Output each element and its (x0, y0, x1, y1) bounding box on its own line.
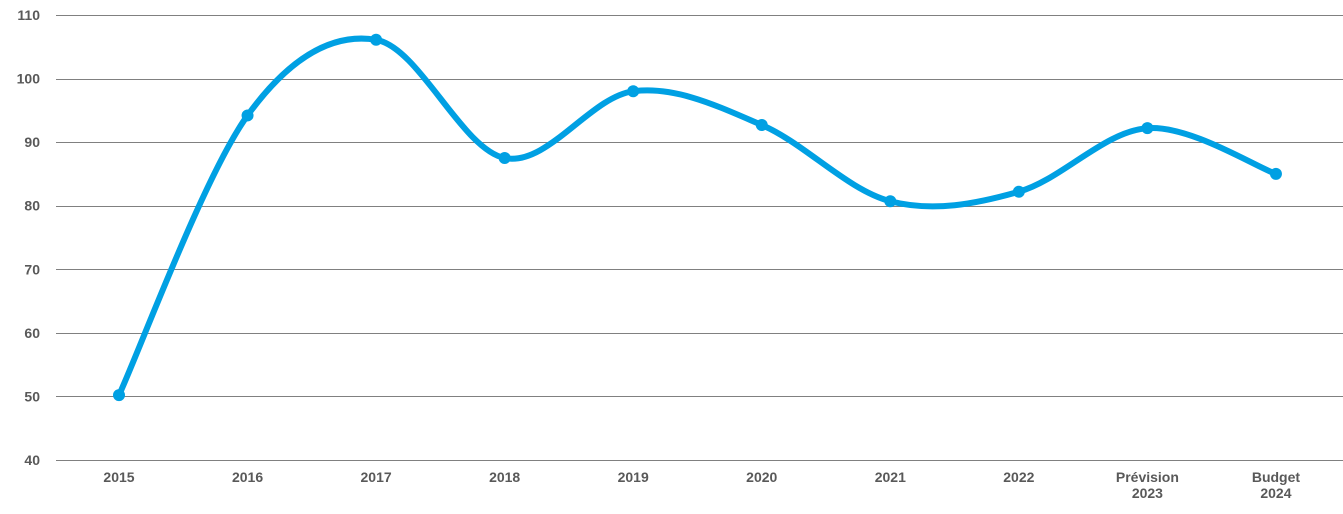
series-layer (116, 35, 1279, 399)
data-point-2021 (884, 195, 897, 208)
data-point-2015 (113, 389, 125, 402)
x-tick-label: 2015 (103, 469, 134, 485)
x-tick-label-line: 2022 (1003, 469, 1034, 485)
x-tick-label: 2017 (361, 469, 392, 485)
data-point-2022 (1012, 185, 1025, 198)
x-tick-label-line: Prévision (1116, 469, 1179, 485)
x-tick-label: Prévision 2023 (1116, 469, 1179, 501)
y-tick-label: 60 (24, 325, 40, 341)
data-point-prévision-2023 (1141, 122, 1154, 135)
x-tick-label-line: 2021 (875, 469, 906, 485)
x-tick-label-line: 2018 (489, 469, 520, 485)
x-tick-label-line: 2019 (618, 469, 649, 485)
gridlines (56, 15, 1343, 461)
y-tick-label: 100 (17, 71, 41, 87)
x-tick-label: 2020 (746, 469, 777, 485)
series-line (116, 35, 1279, 399)
data-point-2019 (627, 85, 640, 98)
data-point-2020 (755, 118, 768, 131)
x-tick-label: 2021 (875, 469, 906, 485)
x-tick-label-line: 2015 (103, 469, 134, 485)
y-axis-ticks: 40 50 60 70 80 90 100 110 (17, 7, 41, 468)
y-tick-label: 110 (17, 7, 40, 23)
data-point-budget-2024 (1269, 167, 1282, 180)
x-tick-label-line: 2020 (746, 469, 777, 485)
x-tick-label: 2022 (1003, 469, 1034, 485)
data-point-2016 (241, 109, 254, 122)
x-tick-label-line: 2017 (361, 469, 392, 485)
y-tick-label: 50 (24, 388, 40, 404)
data-point-2017 (370, 33, 383, 46)
y-tick-label: 70 (24, 261, 40, 277)
x-tick-label-line: 2016 (232, 469, 263, 485)
y-tick-label: 40 (24, 452, 40, 468)
x-tick-label: 2018 (489, 469, 520, 485)
data-point-2018 (498, 152, 511, 165)
x-tick-label-line: Budget (1252, 469, 1301, 485)
x-axis-ticks: 2015 2016 2017 2018 2019 2020 2021 2022 Prévisio… (103, 469, 1300, 501)
x-tick-label-line: 2023 (1132, 485, 1163, 501)
y-tick-label: 90 (24, 134, 40, 150)
x-tick-label: Budget 2024 (1252, 469, 1301, 501)
markers-layer (113, 33, 1282, 402)
y-tick-label: 80 (24, 198, 40, 214)
x-tick-label: 2016 (232, 469, 263, 485)
x-tick-label: 2019 (618, 469, 649, 485)
x-tick-label-line: 2024 (1260, 485, 1291, 501)
